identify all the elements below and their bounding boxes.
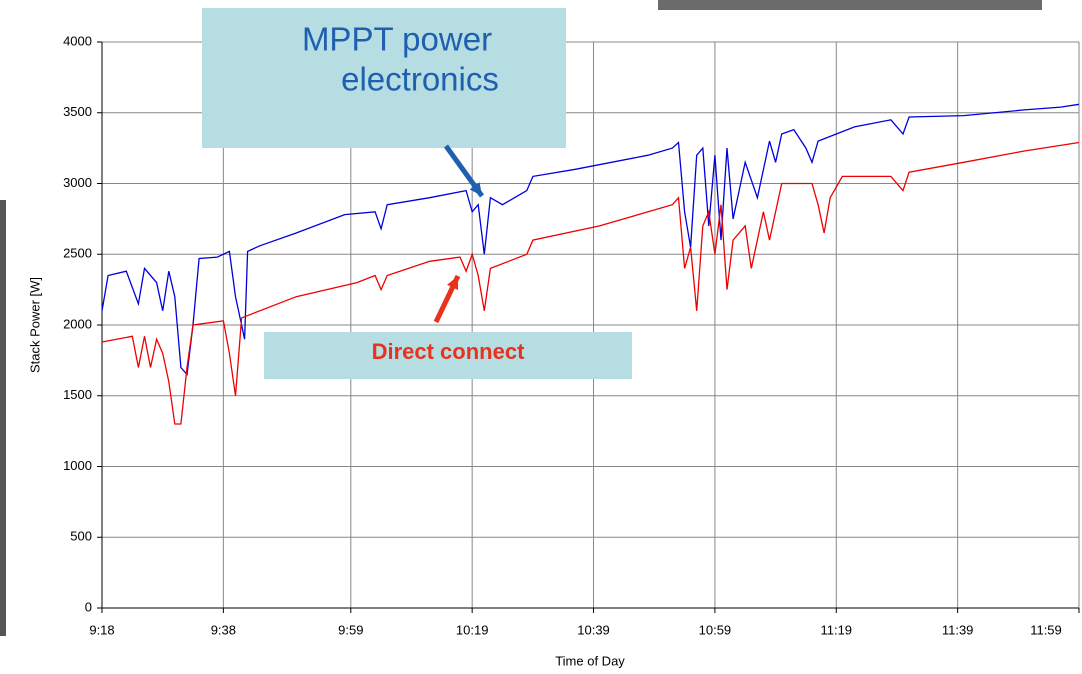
y-tick-label: 1000 — [63, 458, 92, 473]
annotation-text: Direct connect — [372, 339, 525, 364]
series-line — [101, 141, 1080, 425]
x-tick-label: 10:39 — [577, 622, 610, 637]
x-axis-label: Time of Day — [555, 653, 625, 668]
annotation-box — [202, 8, 566, 148]
x-tick-label: 10:59 — [699, 622, 732, 637]
x-tick-label: 11:19 — [820, 622, 852, 637]
x-tick-label: 11:59 — [1030, 622, 1062, 637]
x-tick-label: 9:18 — [89, 622, 114, 637]
y-tick-label: 4000 — [63, 33, 92, 48]
background-photo — [0, 200, 6, 636]
annotation-box — [264, 332, 632, 379]
x-tick-label: 9:59 — [338, 622, 363, 637]
y-tick-label: 3500 — [63, 104, 92, 119]
annotation-text: electronics — [341, 61, 499, 98]
y-tick-label: 3000 — [63, 175, 92, 190]
arrow-head — [447, 276, 459, 290]
y-tick-label: 2000 — [63, 316, 92, 331]
y-tick-label: 1500 — [63, 387, 92, 402]
background-photo — [658, 0, 1042, 10]
arrow-head — [469, 182, 482, 196]
annotation-text: MPPT power — [302, 21, 492, 58]
y-axis-label: Stack Power [W] — [27, 277, 42, 373]
y-tick-label: 0 — [85, 599, 92, 614]
x-tick-label: 11:39 — [942, 622, 974, 637]
x-tick-label: 10:19 — [456, 622, 489, 637]
y-tick-label: 2500 — [63, 246, 92, 261]
x-tick-label: 9:38 — [211, 622, 236, 637]
y-tick-label: 500 — [70, 529, 92, 544]
